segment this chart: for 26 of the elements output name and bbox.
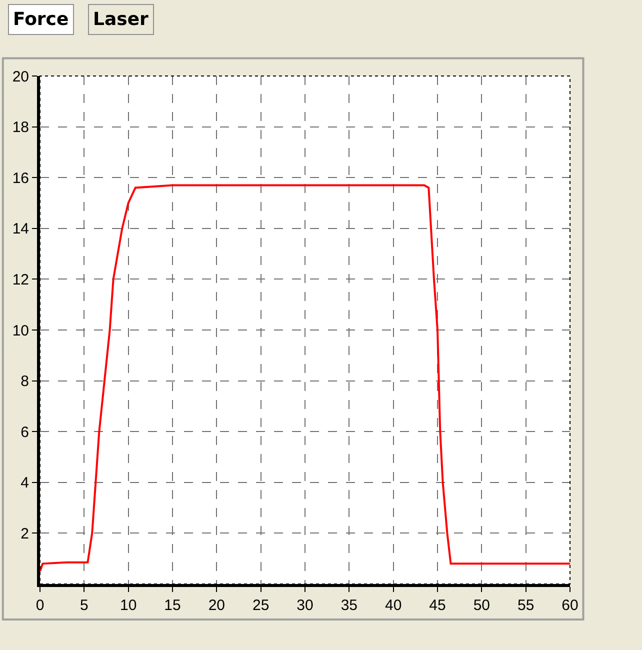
x-tick-label: 5 xyxy=(80,597,88,614)
text: Force xyxy=(13,9,69,30)
x-tick-label: 25 xyxy=(252,597,270,614)
x-tick-label: 55 xyxy=(517,597,534,614)
x-tick-label: 50 xyxy=(473,597,490,614)
x-tick-label: 40 xyxy=(384,597,402,614)
y-tick-label: 12 xyxy=(12,271,29,288)
y-tick-label: 8 xyxy=(20,373,29,390)
x-tick-label: 20 xyxy=(208,597,226,614)
y-tick-label: 20 xyxy=(12,68,29,86)
y-tick-label: 4 xyxy=(20,474,29,492)
y-tick-label: 18 xyxy=(12,119,29,136)
x-tick-label: 0 xyxy=(36,597,44,614)
x-tick-label: 60 xyxy=(562,597,578,614)
x-tick-label: 15 xyxy=(164,597,181,614)
x-tick-label: 35 xyxy=(340,597,358,614)
y-tick-label: 6 xyxy=(20,424,29,441)
x-tick-label: 10 xyxy=(120,597,137,614)
y-tick-label: 10 xyxy=(12,322,29,340)
y-tick-label: 2 xyxy=(20,525,29,542)
y-tick-label: 16 xyxy=(12,170,29,187)
line-series xyxy=(40,184,570,572)
text: Laser xyxy=(93,9,149,30)
y-tick-label: 14 xyxy=(12,220,29,238)
x-tick-label: 30 xyxy=(296,597,314,614)
x-tick-label: 45 xyxy=(429,597,446,614)
